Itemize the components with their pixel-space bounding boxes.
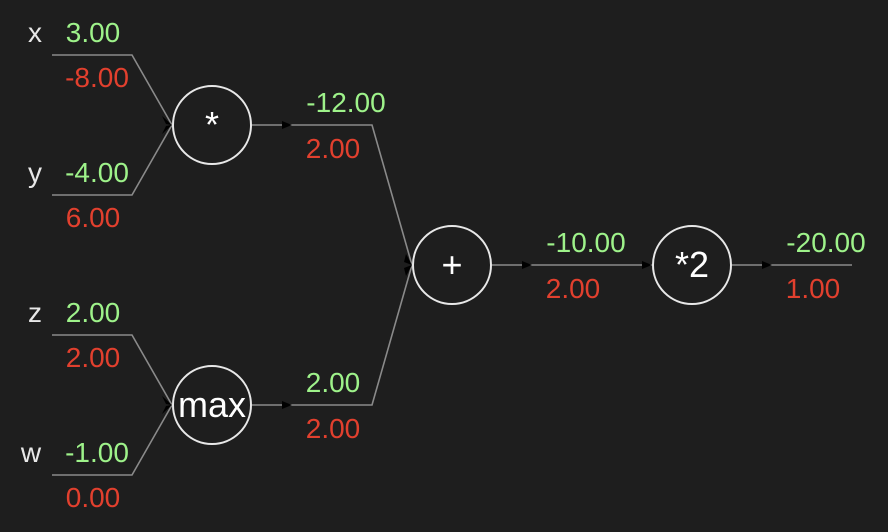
node-add-circle — [412, 225, 492, 305]
arrowhead-max-out — [282, 401, 292, 409]
arrowhead-y-mul — [162, 125, 172, 134]
add-output-grad: 2.00 — [546, 273, 601, 304]
mul-output-value: -12.00 — [306, 87, 385, 118]
node-mul: * — [172, 85, 252, 165]
node-mul-circle — [172, 85, 252, 165]
arrowhead-into-add-top — [404, 254, 412, 265]
max-output-value: 2.00 — [306, 367, 361, 398]
node-scale: *2 — [652, 225, 732, 305]
arrowhead-add-out — [522, 261, 532, 269]
edge-x-to-mul — [52, 54, 173, 126]
max-output-grad: 2.00 — [306, 413, 361, 444]
edge-z-to-max — [52, 334, 173, 406]
input-y-value: -4.00 — [65, 157, 129, 188]
node-add-op: + — [441, 244, 462, 285]
arrowhead-x-mul — [162, 116, 172, 125]
input-w-name: w — [20, 437, 42, 468]
node-max-op: max — [178, 384, 246, 425]
node-max: max — [172, 365, 252, 445]
edges — [52, 54, 852, 476]
arrowhead-scale-out — [762, 261, 772, 269]
edge-w-to-max — [52, 404, 173, 476]
node-scale-op: *2 — [675, 244, 709, 285]
input-x-name: x — [28, 17, 42, 48]
input-x-value: 3.00 — [66, 17, 121, 48]
mul-output-grad: 2.00 — [306, 133, 361, 164]
add-output-value: -10.00 — [546, 227, 625, 258]
edge-mul-to-add — [252, 124, 413, 266]
node-add: + — [412, 225, 492, 305]
node-scale-circle — [652, 225, 732, 305]
node-mul-op: * — [205, 104, 219, 145]
scale-output-grad: 1.00 — [786, 273, 841, 304]
input-w-grad: 0.00 — [66, 482, 121, 513]
arrowhead-into-add-bottom — [404, 265, 412, 276]
arrowhead-into-scale — [642, 261, 652, 269]
edge-y-to-mul — [52, 124, 173, 196]
scale-output-value: -20.00 — [786, 227, 865, 258]
input-z-value: 2.00 — [66, 297, 121, 328]
input-y-name: y — [28, 157, 42, 188]
arrowhead-z-max — [162, 396, 172, 405]
input-x-grad: -8.00 — [65, 62, 129, 93]
input-z-name: z — [28, 297, 42, 328]
arrowheads — [162, 116, 772, 414]
arrowhead-mul-out — [282, 121, 292, 129]
input-z-grad: 2.00 — [66, 342, 121, 373]
input-y-grad: 6.00 — [66, 202, 121, 233]
input-w-value: -1.00 — [65, 437, 129, 468]
arrowhead-w-max — [162, 405, 172, 414]
node-max-circle — [172, 365, 252, 445]
edge-max-to-add — [252, 264, 413, 406]
